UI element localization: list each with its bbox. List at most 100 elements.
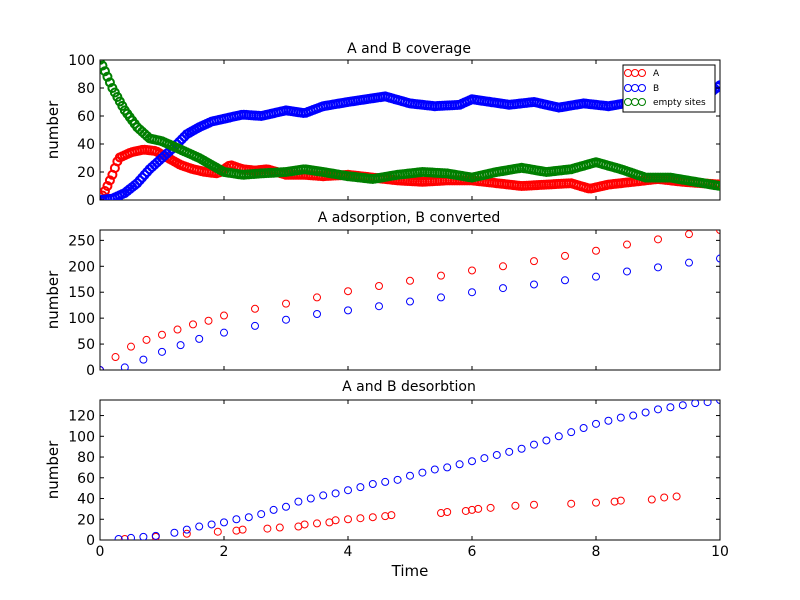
data-point-empty-sites [100, 60, 108, 71]
y-tick-label: 0 [86, 193, 95, 209]
data-point-b [430, 465, 439, 474]
data-point-b [220, 518, 228, 527]
data-point-b [158, 347, 166, 356]
data-point-a [111, 353, 120, 362]
y-tick-label: 200 [68, 259, 95, 275]
data-point-a [375, 282, 383, 290]
y-tick-label: 80 [77, 81, 95, 97]
x-tick-label: 0 [96, 544, 105, 560]
data-point-a [647, 495, 656, 504]
data-point-a [238, 525, 247, 534]
data-point-a [511, 501, 520, 510]
data-point-b [244, 513, 253, 522]
series-b [100, 254, 720, 370]
legend-label-empty-sites: empty sites [653, 98, 706, 108]
data-point-a [368, 513, 377, 522]
data-point-b [207, 520, 216, 529]
data-point-b [306, 494, 315, 503]
data-point-a [567, 499, 576, 508]
data-point-a [313, 293, 321, 302]
data-point-b [269, 505, 278, 514]
y-tick-label: 60 [77, 471, 95, 487]
data-point-b [468, 457, 476, 466]
data-point-a [685, 230, 693, 239]
x-tick-label: 2 [220, 544, 229, 560]
panel-desorption-ylabel: number [44, 440, 62, 499]
y-tick-label: 100 [68, 311, 95, 327]
data-point-b [356, 483, 365, 492]
data-point-b [654, 263, 662, 272]
data-point-b [406, 471, 414, 480]
data-point-a [251, 304, 259, 313]
data-point-a [592, 246, 600, 255]
data-point-b [443, 463, 452, 472]
data-point-b [170, 528, 179, 537]
data-point-empty-sites [102, 71, 113, 82]
panel-coverage-title: A and B coverage [347, 41, 471, 57]
y-tick-label: 0 [86, 533, 95, 549]
data-point-a [623, 240, 631, 249]
data-point-b [505, 447, 514, 456]
panel-coverage-ylabel: number [44, 100, 62, 159]
data-point-b [114, 534, 123, 540]
series-empty-sites [100, 60, 720, 191]
data-point-a [530, 257, 538, 266]
x-tick-label: 10 [711, 544, 729, 560]
y-tick-label: 150 [68, 285, 95, 301]
series-a [100, 230, 720, 370]
y-tick-label: 40 [77, 137, 95, 153]
data-point-a [142, 335, 151, 344]
data-point-a [499, 262, 507, 271]
y-tick-label: 120 [68, 409, 95, 425]
data-point-b [331, 489, 340, 498]
x-tick-label: 4 [344, 544, 353, 560]
data-point-a [344, 515, 352, 524]
data-point-a [592, 498, 600, 507]
data-point-a [232, 526, 241, 535]
panel-desorption-marks [114, 400, 720, 540]
panel-desorption-frame [99, 399, 721, 541]
legend-label-b: B [653, 84, 659, 94]
legend-marker-empty-sites [624, 98, 646, 106]
data-point-a [660, 493, 669, 502]
y-tick-label: 40 [77, 492, 95, 508]
data-point-b [393, 475, 402, 484]
series-a [120, 492, 681, 540]
data-point-b [344, 306, 352, 315]
data-point-a [300, 520, 309, 529]
data-point-b [685, 258, 693, 267]
data-point-a [102, 181, 113, 191]
data-point-b [232, 515, 241, 524]
y-tick-label: 60 [77, 109, 95, 125]
panel-adsorption-marks [100, 230, 720, 370]
data-point-a [468, 266, 476, 275]
data-point-b [195, 522, 204, 531]
legend-entry-b: B [624, 84, 659, 94]
data-point-b [176, 134, 187, 145]
panel-adsorption: A adsorption, B converted 0 50 100 150 200 25… [44, 210, 721, 379]
data-point-a [561, 251, 569, 260]
data-point-b [567, 428, 576, 437]
y-tick-label: 100 [68, 53, 95, 69]
data-point-b [418, 468, 427, 477]
data-point-a [468, 505, 476, 514]
data-point-empty-sites [100, 66, 110, 77]
data-point-b [220, 328, 228, 337]
panel-adsorption-ylabel: number [44, 270, 62, 329]
data-point-b [592, 272, 600, 281]
data-point-b [455, 460, 464, 469]
panel-adsorption-title: A adsorption, B converted [318, 210, 501, 226]
data-point-b [561, 276, 569, 285]
data-point-b [604, 416, 613, 425]
data-point-a [344, 287, 352, 296]
data-point-a [356, 514, 365, 523]
data-point-b [368, 480, 377, 488]
panel-coverage: A and B coverage 0 20 40 60 80 100 number A [44, 41, 721, 209]
data-point-b [492, 450, 501, 459]
panel-desorption: A and B desorbtion 0 2 4 6 8 1002040608010012… [44, 379, 729, 560]
data-point-a [104, 175, 115, 186]
data-point-b [182, 525, 191, 534]
data-point-b [120, 363, 129, 370]
data-point-b [554, 432, 563, 441]
data-point-b [517, 444, 526, 453]
